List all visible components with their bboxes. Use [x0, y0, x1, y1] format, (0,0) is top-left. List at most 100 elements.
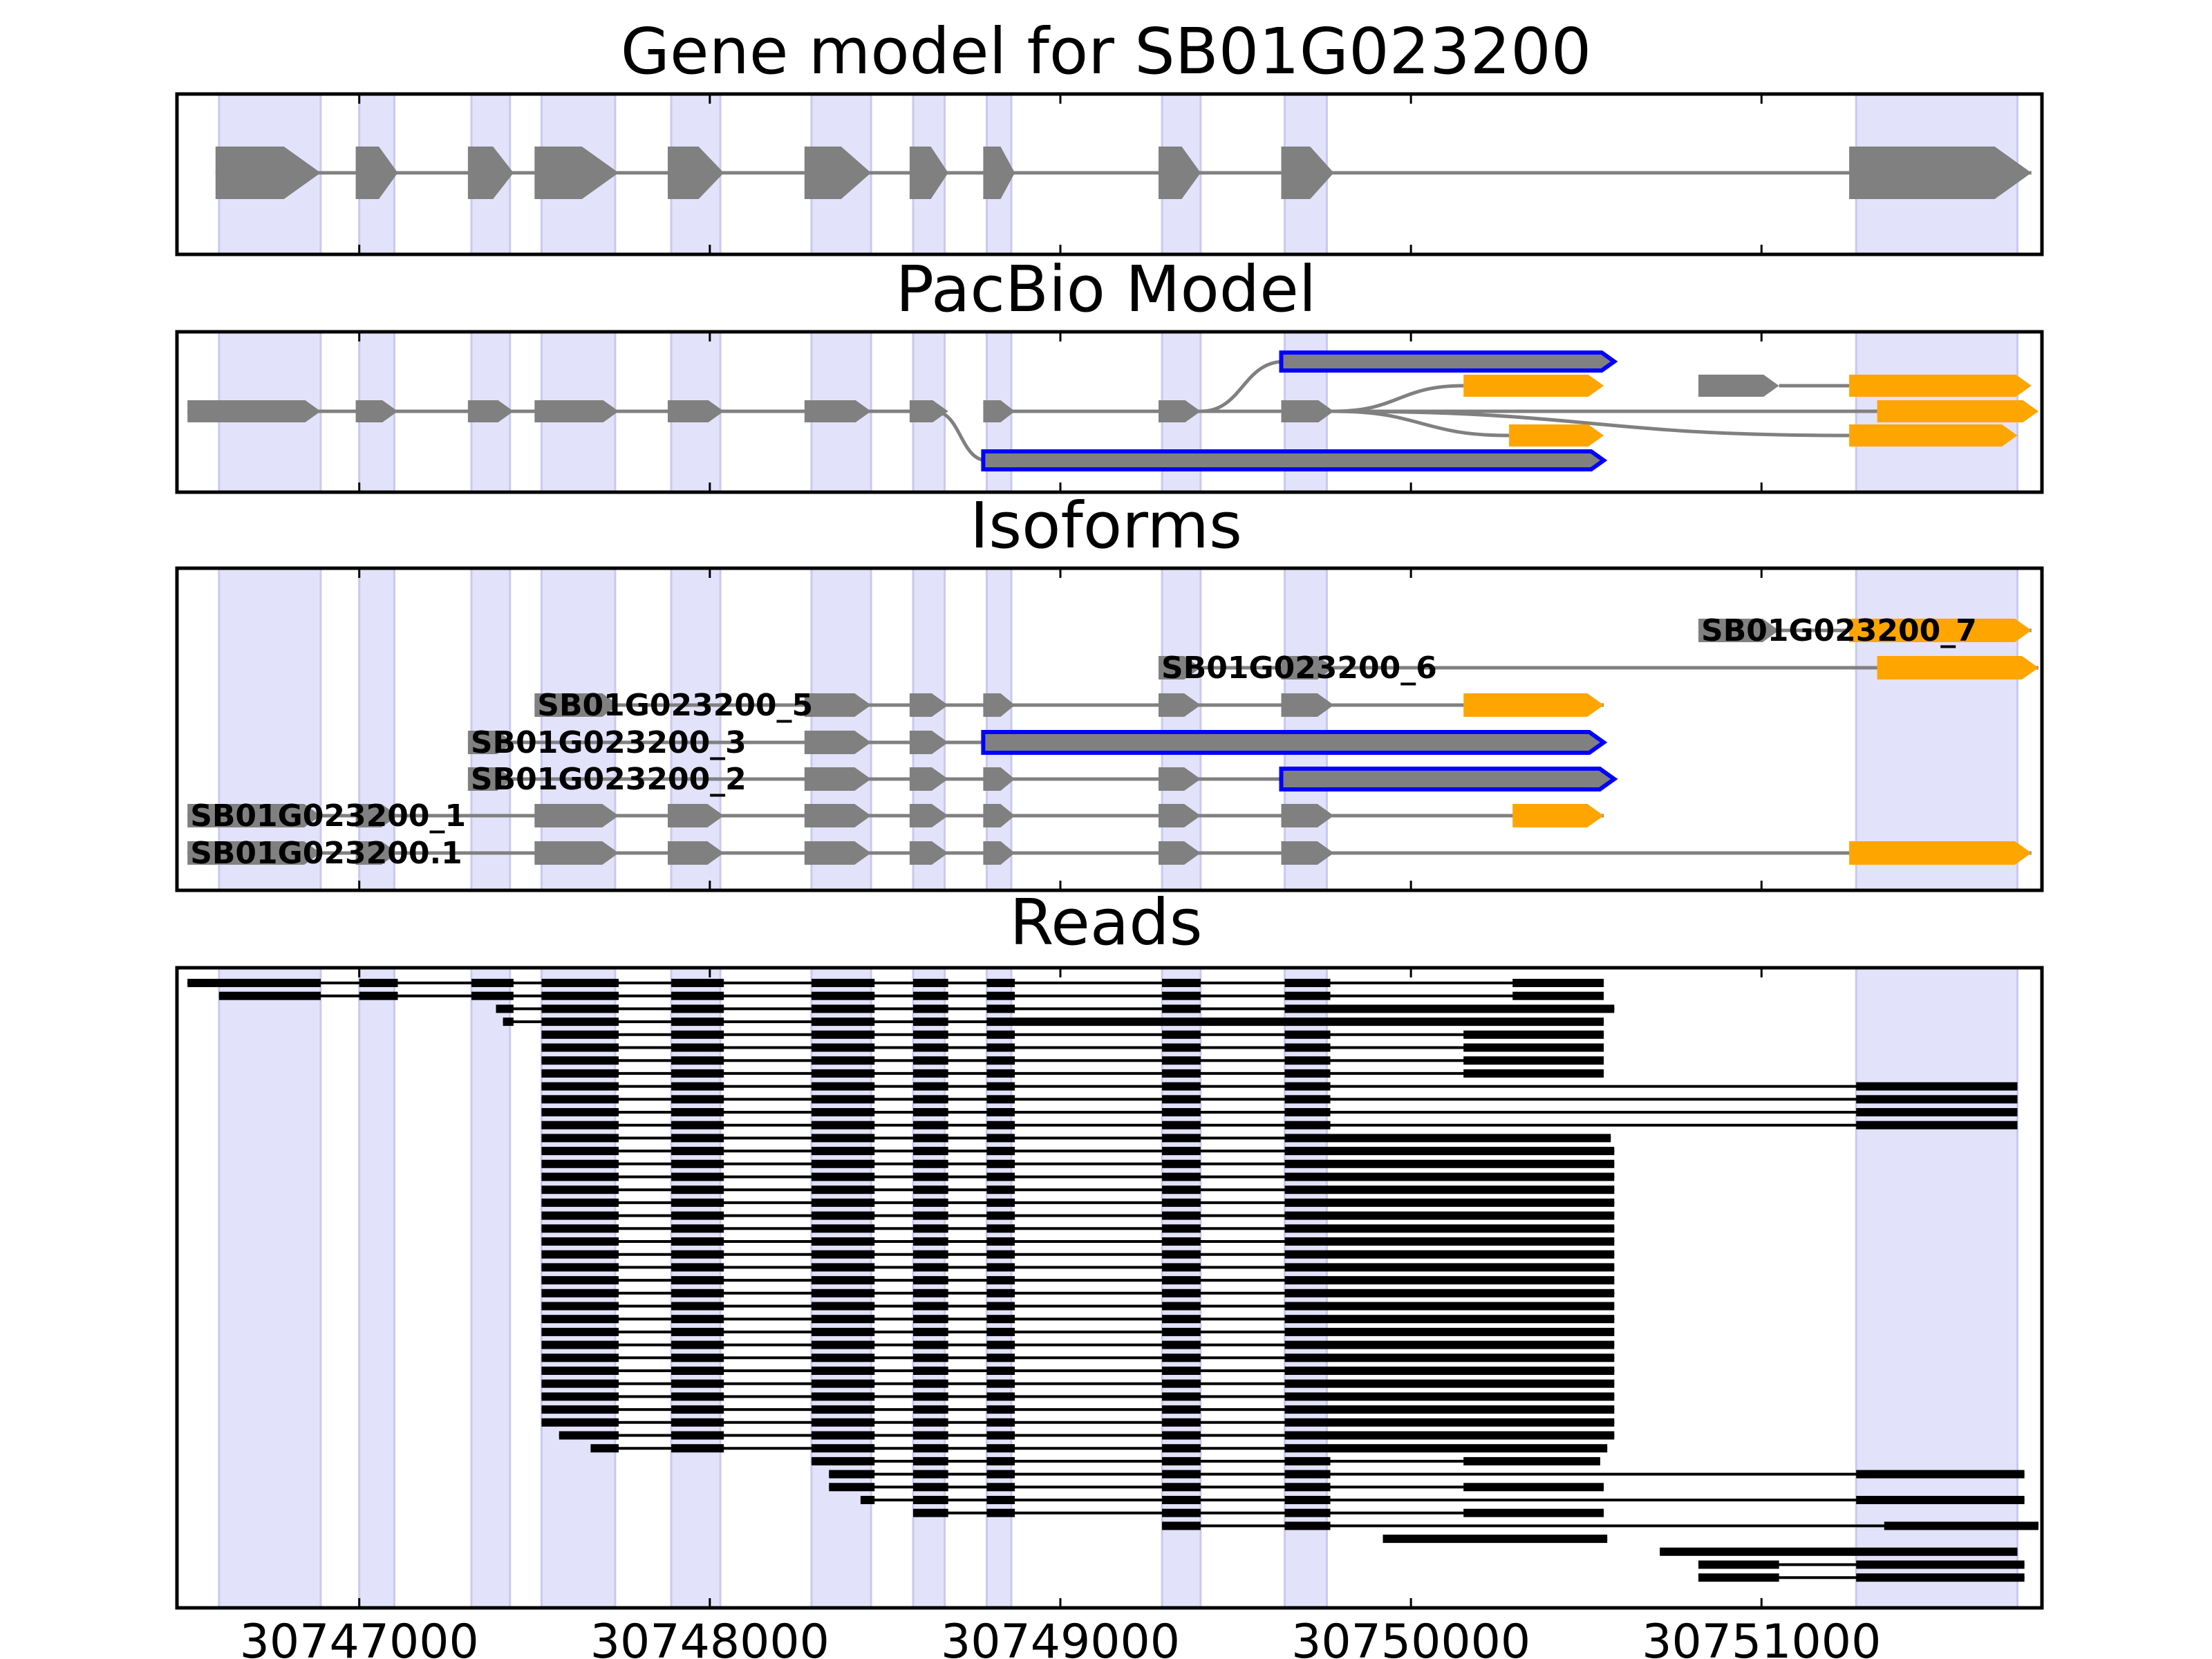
read-block	[811, 1121, 875, 1130]
read-block	[1162, 1405, 1201, 1414]
read-block	[913, 1172, 948, 1181]
read-block	[1463, 1030, 1604, 1039]
read-block	[811, 1250, 875, 1259]
highlighted-exon	[1279, 767, 1618, 791]
isoform-exon	[983, 804, 1015, 827]
read-block	[986, 1095, 1015, 1104]
read-block	[811, 1043, 875, 1052]
read-block	[811, 1418, 875, 1427]
read-block	[811, 1030, 875, 1039]
isoform-exon	[467, 767, 514, 791]
panel-frame	[175, 92, 2044, 256]
read-block	[671, 1185, 724, 1194]
read-block	[986, 1237, 1015, 1246]
read-block	[1284, 1043, 1331, 1052]
exon-region-shade	[218, 567, 322, 892]
read-block	[1284, 1379, 1615, 1388]
read-block	[913, 1302, 948, 1311]
gene-exon	[668, 147, 724, 199]
isoform-exon	[1159, 804, 1201, 827]
read-block	[811, 1082, 875, 1091]
read-block	[1284, 1302, 1615, 1311]
read-block	[1284, 991, 1331, 1000]
read-block	[986, 1444, 1015, 1453]
pacbio-title: PacBio Model	[896, 252, 1317, 326]
read-block	[986, 1030, 1015, 1039]
read-block	[913, 1315, 948, 1324]
read-block	[1463, 1508, 1604, 1517]
read-block	[541, 1185, 619, 1194]
gene-exon	[983, 147, 1015, 199]
read-block	[359, 979, 398, 987]
read-block	[1162, 1353, 1201, 1362]
read-block	[671, 1288, 724, 1297]
read-block	[811, 1379, 875, 1388]
read-block	[541, 1340, 619, 1349]
read-block	[1284, 1237, 1615, 1246]
novel-exon	[1849, 841, 2032, 865]
read-block	[1162, 1108, 1201, 1116]
read-block	[986, 991, 1015, 1000]
read-block	[1162, 1043, 1201, 1052]
isoform-exon	[1281, 656, 1334, 679]
read-block	[913, 1250, 948, 1259]
read-block	[986, 1353, 1015, 1362]
novel-exon	[1463, 693, 1604, 717]
x-tick-label: 30749000	[941, 1615, 1180, 1659]
read-block	[471, 991, 514, 1000]
read-block	[913, 1121, 948, 1130]
read-block	[1284, 1056, 1331, 1065]
read-block	[986, 1431, 1015, 1440]
gene-exon	[534, 147, 619, 199]
read-block	[913, 1224, 948, 1233]
read-block	[986, 1302, 1015, 1311]
read-block	[986, 1159, 1015, 1168]
panel-frame	[175, 566, 2044, 892]
read-block	[811, 1211, 875, 1220]
read-block	[541, 1018, 619, 1027]
read-block	[811, 1185, 875, 1194]
read-block	[187, 979, 321, 987]
read-block	[1284, 1250, 1615, 1259]
novel-exon	[1509, 424, 1604, 447]
novel-exon	[1512, 804, 1604, 827]
read-block	[913, 1405, 948, 1414]
read-block	[1284, 1405, 1615, 1414]
read-block	[913, 1353, 948, 1362]
read-block	[1162, 1431, 1201, 1440]
exon-region-shade	[358, 966, 395, 1609]
read-block	[986, 1108, 1015, 1116]
isoform-label: SB01G023200_7	[1701, 613, 1977, 648]
read-block	[1382, 1535, 1608, 1544]
read-block	[986, 1263, 1015, 1272]
read-block	[1162, 1056, 1201, 1065]
read-block	[541, 1418, 619, 1427]
read-block	[913, 1069, 948, 1078]
read-block	[1162, 1379, 1201, 1388]
isoform-exon	[909, 841, 948, 865]
read-block	[1284, 1456, 1331, 1465]
read-block	[541, 1211, 619, 1220]
read-block	[913, 1288, 948, 1297]
read-block	[590, 1444, 619, 1453]
read-block	[811, 1353, 875, 1362]
gene-exon	[804, 147, 872, 199]
read-block	[541, 1327, 619, 1336]
pacbio-exon	[187, 400, 321, 422]
read-block	[1162, 1004, 1201, 1013]
read-block	[671, 1082, 724, 1091]
read-block	[541, 1367, 619, 1375]
read-block	[541, 1082, 619, 1091]
read-block	[913, 1263, 948, 1272]
read-block	[811, 1172, 875, 1181]
pacbio-exon	[1698, 375, 1779, 397]
read-block	[1162, 1030, 1201, 1039]
isoform-exon	[668, 841, 724, 865]
read-block	[541, 1250, 619, 1259]
exon-region-shade	[470, 966, 512, 1609]
read-block	[1284, 1418, 1615, 1427]
read-block	[913, 1211, 948, 1220]
reads-panel	[175, 966, 2044, 1610]
read-block	[671, 1030, 724, 1039]
read-block	[913, 1431, 948, 1440]
